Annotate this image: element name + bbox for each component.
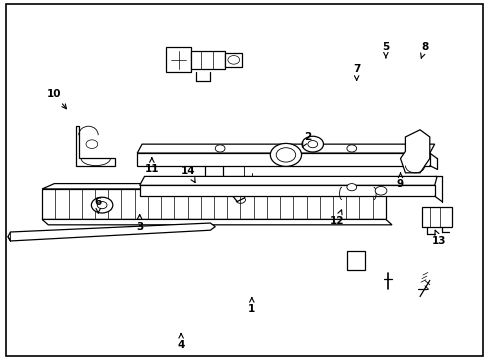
- Polygon shape: [166, 47, 190, 72]
- Polygon shape: [422, 207, 451, 226]
- Text: 9: 9: [396, 173, 403, 189]
- Text: 8: 8: [420, 42, 427, 58]
- Polygon shape: [140, 185, 434, 196]
- Circle shape: [215, 145, 224, 152]
- Text: 14: 14: [181, 166, 195, 183]
- Circle shape: [97, 202, 107, 209]
- Polygon shape: [190, 51, 224, 69]
- Text: 3: 3: [136, 215, 143, 231]
- Polygon shape: [341, 187, 373, 200]
- Circle shape: [227, 55, 239, 64]
- Polygon shape: [8, 223, 215, 241]
- Text: 6: 6: [94, 197, 102, 213]
- Polygon shape: [137, 153, 429, 166]
- Text: 5: 5: [382, 42, 389, 58]
- Text: 11: 11: [144, 158, 159, 174]
- Polygon shape: [42, 189, 385, 220]
- Polygon shape: [224, 53, 242, 67]
- Text: 1: 1: [248, 298, 255, 314]
- Circle shape: [302, 136, 323, 152]
- Circle shape: [91, 197, 113, 213]
- Polygon shape: [42, 220, 391, 225]
- Polygon shape: [400, 130, 429, 173]
- Text: 7: 7: [352, 64, 360, 80]
- Polygon shape: [42, 184, 397, 189]
- Circle shape: [374, 186, 386, 195]
- Bar: [346, 251, 365, 270]
- Polygon shape: [76, 126, 115, 166]
- Text: 2: 2: [302, 132, 311, 147]
- Circle shape: [346, 145, 356, 152]
- Circle shape: [276, 148, 295, 162]
- Polygon shape: [140, 176, 436, 185]
- Circle shape: [86, 140, 98, 148]
- Polygon shape: [137, 144, 434, 153]
- Text: 4: 4: [177, 334, 184, 350]
- Circle shape: [307, 140, 317, 148]
- Text: 13: 13: [431, 230, 446, 246]
- Circle shape: [346, 184, 356, 191]
- Text: 12: 12: [329, 210, 344, 226]
- Circle shape: [270, 143, 301, 166]
- Text: 10: 10: [47, 89, 66, 109]
